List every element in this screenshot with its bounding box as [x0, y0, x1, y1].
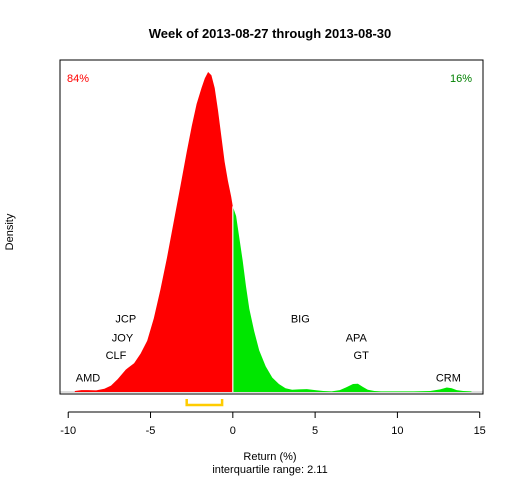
x-tick-label: 0 — [230, 425, 236, 437]
x-tick-label: -5 — [146, 425, 156, 437]
ticker-label: CRM — [436, 373, 461, 385]
x-axis: -10 -5 0 5 10 15 — [60, 411, 486, 437]
negative-return-area — [74, 72, 233, 392]
positive-return-area — [232, 206, 472, 392]
x-tick-label: 15 — [474, 425, 486, 437]
plot-frame — [59, 59, 484, 395]
x-tick-label: 10 — [391, 425, 403, 437]
iqr-caption: interquartile range: 2.11 — [212, 464, 327, 476]
ticker-label: JOY — [112, 333, 134, 345]
negative-share-label: 84% — [67, 73, 89, 85]
ticker-label: JCP — [115, 313, 136, 325]
plot-area: AMD CLF JOY JCP BIG APA GT CRM — [60, 72, 483, 407]
x-tick-label: 5 — [312, 425, 318, 437]
ticker-label: BIG — [291, 313, 310, 325]
x-axis-label: Return (%) — [243, 451, 296, 463]
y-axis-label: Density — [4, 213, 16, 250]
ticker-label: CLF — [106, 350, 127, 362]
x-tick-label: -10 — [60, 425, 76, 437]
positive-share-label: 16% — [450, 73, 472, 85]
ticker-label: AMD — [76, 373, 101, 385]
chart-title: Week of 2013-08-27 through 2013-08-30 — [149, 26, 392, 41]
ticker-label: APA — [346, 333, 368, 345]
iqr-bracket — [185, 399, 224, 407]
ticker-label: GT — [354, 350, 370, 362]
